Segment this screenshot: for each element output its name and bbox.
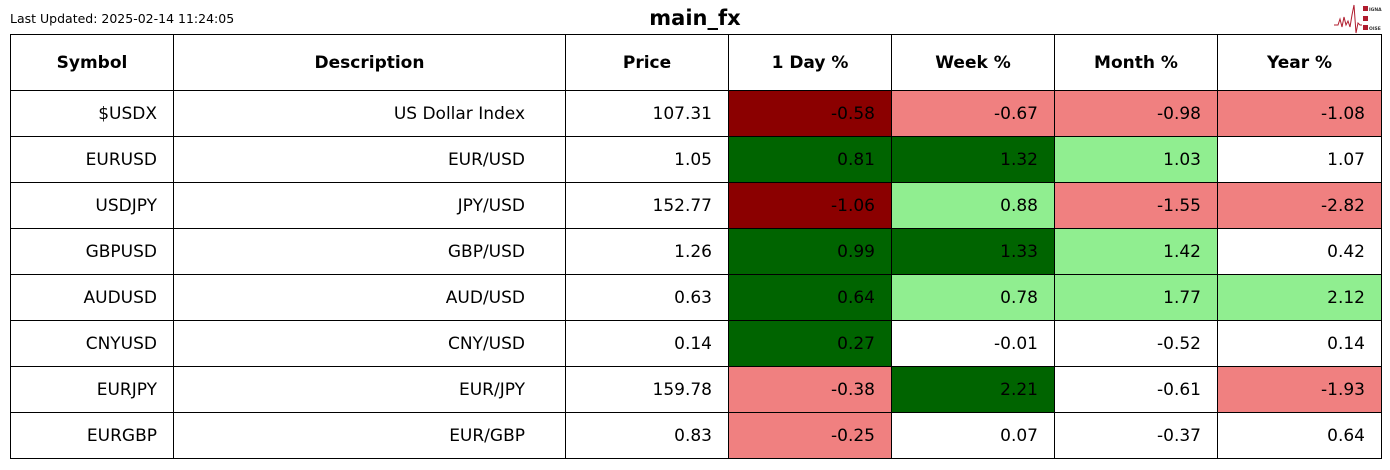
year-change-cell: -1.08 [1217,90,1382,137]
price-cell: 152.77 [565,182,729,229]
year-change-cell: 0.42 [1217,228,1382,275]
column-header: Year % [1217,34,1382,91]
table-row: GBPUSD GBP/USD 1.26 0.99 1.33 1.42 0.42 [10,228,1382,275]
table-row: EURUSD EUR/USD 1.05 0.81 1.32 1.03 1.07 [10,136,1382,183]
symbol-cell: AUDUSD [10,274,174,321]
price-cell: 107.31 [565,90,729,137]
week-change-cell: 0.07 [891,412,1055,459]
month-change-cell: -0.37 [1054,412,1218,459]
description-cell: EUR/GBP [173,412,566,459]
column-header: Month % [1054,34,1218,91]
description-cell: GBP/USD [173,228,566,275]
fx-table: Symbol Description Price 1 Day % Week % Month… [10,34,1382,459]
svg-text:OISE: OISE [1369,26,1381,32]
year-change-cell: 0.14 [1217,320,1382,367]
day-change-cell: 0.64 [728,274,892,321]
year-change-cell: 0.64 [1217,412,1382,459]
day-change-cell: -1.06 [728,182,892,229]
year-change-cell: 2.12 [1217,274,1382,321]
price-cell: 1.05 [565,136,729,183]
symbol-cell: EURUSD [10,136,174,183]
day-change-cell: 0.27 [728,320,892,367]
description-cell: EUR/JPY [173,366,566,413]
column-header: Description [173,34,566,91]
week-change-cell: -0.01 [891,320,1055,367]
price-cell: 0.63 [565,274,729,321]
day-change-cell: 0.99 [728,228,892,275]
month-change-cell: 1.42 [1054,228,1218,275]
year-change-cell: 1.07 [1217,136,1382,183]
symbol-cell: USDJPY [10,182,174,229]
symbol-cell: EURGBP [10,412,174,459]
month-change-cell: 1.03 [1054,136,1218,183]
month-change-cell: -0.52 [1054,320,1218,367]
symbol-cell: CNYUSD [10,320,174,367]
table-header-row: Symbol Description Price 1 Day % Week % Month… [10,34,1382,91]
description-cell: CNY/USD [173,320,566,367]
page-title: main_fx [649,6,741,30]
table-row: USDJPY JPY/USD 152.77 -1.06 0.88 -1.55 -2.82 [10,182,1382,229]
month-change-cell: -1.55 [1054,182,1218,229]
table-row: $USDX US Dollar Index 107.31 -0.58 -0.67 -0.9… [10,90,1382,137]
svg-text:IGNAL: IGNAL [1369,7,1382,13]
symbol-cell: GBPUSD [10,228,174,275]
year-change-cell: -2.82 [1217,182,1382,229]
column-header: 1 Day % [728,34,892,91]
price-cell: 0.14 [565,320,729,367]
week-change-cell: -0.67 [891,90,1055,137]
year-change-cell: -1.93 [1217,366,1382,413]
day-change-cell: -0.38 [728,366,892,413]
table-row: EURJPY EUR/JPY 159.78 -0.38 2.21 -0.61 -1.93 [10,366,1382,413]
week-change-cell: 0.88 [891,182,1055,229]
week-change-cell: 1.32 [891,136,1055,183]
week-change-cell: 0.78 [891,274,1055,321]
signal-2-noise-logo: IGNAL OISE [1334,4,1382,34]
month-change-cell: -0.61 [1054,366,1218,413]
week-change-cell: 1.33 [891,228,1055,275]
column-header: Price [565,34,729,91]
description-cell: EUR/USD [173,136,566,183]
description-cell: AUD/USD [173,274,566,321]
price-cell: 159.78 [565,366,729,413]
description-cell: US Dollar Index [173,90,566,137]
price-cell: 0.83 [565,412,729,459]
table-row: EURGBP EUR/GBP 0.83 -0.25 0.07 -0.37 0.64 [10,412,1382,459]
day-change-cell: -0.58 [728,90,892,137]
price-cell: 1.26 [565,228,729,275]
symbol-cell: EURJPY [10,366,174,413]
month-change-cell: -0.98 [1054,90,1218,137]
description-cell: JPY/USD [173,182,566,229]
day-change-cell: 0.81 [728,136,892,183]
column-header: Week % [891,34,1055,91]
week-change-cell: 2.21 [891,366,1055,413]
column-header: Symbol [10,34,174,91]
day-change-cell: -0.25 [728,412,892,459]
last-updated-text: Last Updated: 2025-02-14 11:24:05 [10,11,235,26]
month-change-cell: 1.77 [1054,274,1218,321]
table-row: CNYUSD CNY/USD 0.14 0.27 -0.01 -0.52 0.14 [10,320,1382,367]
table-row: AUDUSD AUD/USD 0.63 0.64 0.78 1.77 2.12 [10,274,1382,321]
symbol-cell: $USDX [10,90,174,137]
